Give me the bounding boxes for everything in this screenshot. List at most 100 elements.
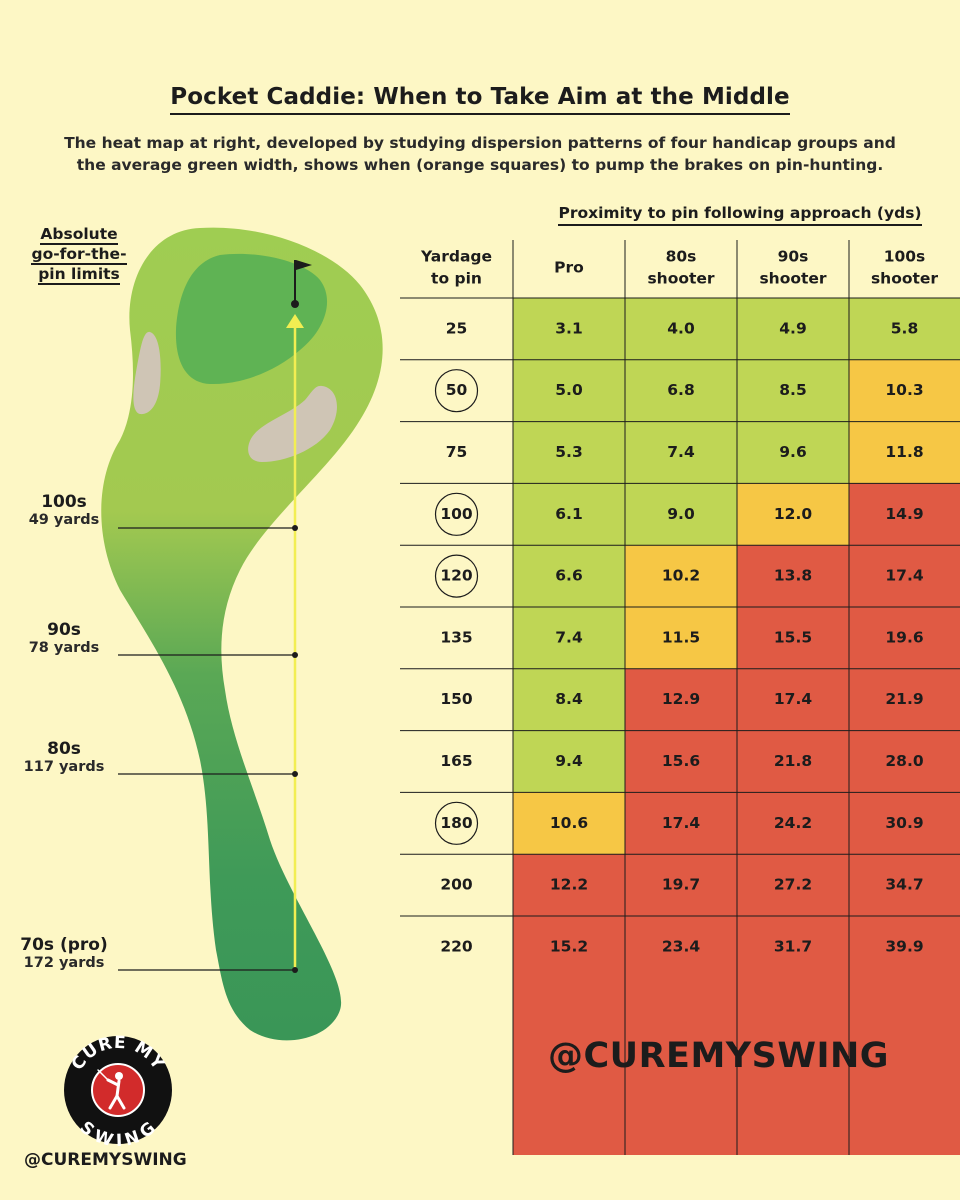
heatmap-cell (849, 483, 960, 546)
watermark-large: @CUREMYSWING (548, 1036, 889, 1076)
cell-value: 28.0 (885, 752, 923, 770)
heatmap-cell (625, 421, 737, 484)
limit-dot-90s (292, 652, 298, 658)
hole-label: Absolute go-for-the- pin limits (14, 224, 144, 285)
heatmap-cell (625, 298, 737, 360)
limit-label-90s: 90s 78 yards (0, 620, 128, 657)
cell-value: 9.6 (779, 443, 806, 461)
heatmap-cell (513, 792, 625, 855)
heatmap-cell (737, 298, 849, 360)
chart-title: Proximity to pin following approach (yds… (520, 204, 960, 226)
limit-group: 90s (47, 620, 81, 640)
heatmap-cell (625, 854, 737, 916)
heatmap-cell (513, 730, 625, 793)
cell-value: 23.4 (662, 937, 700, 955)
limit-lines (118, 525, 298, 973)
heatmap-cell (849, 730, 960, 793)
subtitle-line-2: the average green width, shows when (ora… (76, 156, 884, 174)
cell-value: 17.4 (662, 814, 700, 832)
heatmap-cell (625, 545, 737, 607)
row-label: 220 (440, 937, 473, 955)
cell-value: 21.9 (885, 690, 923, 708)
heatmap-cell (737, 421, 849, 484)
hole-label-line-1: Absolute (40, 225, 118, 245)
limit-label-80s: 80s 117 yards (0, 739, 128, 776)
cell-value: 15.5 (774, 628, 812, 646)
limit-dot-100s (292, 525, 298, 531)
bunker-right (248, 385, 337, 462)
cell-value: 30.9 (885, 814, 923, 832)
cell-value: 9.4 (555, 752, 583, 770)
green-shape (175, 253, 328, 385)
row-label-circle (434, 801, 479, 845)
row-label: 50 (446, 381, 468, 399)
limit-dot-80s (292, 771, 298, 777)
cell-value: 10.2 (662, 567, 700, 585)
heatmap-cell (849, 854, 960, 916)
heatmap-cell (513, 607, 625, 669)
row-label-circle (434, 554, 479, 598)
heatmap-cell (625, 483, 737, 546)
row-label: 75 (446, 443, 468, 461)
heatmap-cell (737, 545, 849, 607)
limit-dot-70s (292, 967, 298, 973)
heatmap-cell (513, 483, 625, 546)
row-label: 165 (440, 752, 472, 770)
heatmap-cell (849, 916, 960, 1155)
heatmap-cell (625, 792, 737, 855)
cure-my-swing-logo: CURE MY SWING (64, 1034, 172, 1146)
cell-value: 15.2 (550, 937, 588, 955)
cell-value: 7.4 (555, 628, 583, 646)
column-header-line-2: shooter (871, 270, 938, 288)
row-label: 200 (440, 876, 473, 894)
limit-group: 70s (pro) (20, 935, 108, 955)
heatmap-cell (849, 668, 960, 731)
golfer-icon (97, 1069, 126, 1110)
heatmap-cell (849, 792, 960, 855)
cell-value: 27.2 (774, 876, 812, 894)
column-header-line-2: shooter (647, 270, 714, 288)
heatmap-cell (737, 607, 849, 669)
hole-label-line-3: pin limits (38, 265, 120, 285)
heatmap-cell (513, 545, 625, 607)
column-header-line-1: 80s (666, 248, 697, 266)
heatmap-cell (849, 545, 960, 607)
heatmap-cell (737, 730, 849, 793)
pin-hole (291, 300, 299, 308)
heatmap-cell (513, 298, 625, 360)
limit-group: 100s (41, 492, 87, 512)
row-header-line-1: Yardage (420, 248, 492, 266)
golf-hole-illustration (101, 227, 383, 1041)
cell-value: 19.6 (885, 628, 923, 646)
row-label: 135 (440, 628, 472, 646)
limit-yards: 78 yards (28, 640, 100, 656)
heatmap-cell (625, 359, 737, 422)
heatmap-cell (625, 668, 737, 731)
cell-value: 17.4 (885, 567, 923, 585)
cell-value: 7.4 (667, 443, 695, 461)
cell-value: 6.8 (667, 381, 694, 399)
heatmap-cell (513, 916, 625, 1155)
heatmap-cell (737, 668, 849, 731)
heatmap-cell (625, 730, 737, 793)
cell-value: 10.6 (550, 814, 588, 832)
column-header: Pro (554, 259, 584, 277)
cell-value: 5.8 (891, 319, 918, 337)
heatmap-cell (513, 854, 625, 916)
limit-label-100s: 100s 49 yards (0, 492, 128, 529)
cell-value: 6.6 (555, 567, 582, 585)
limit-yards: 49 yards (28, 512, 100, 528)
watermark-small: @CUREMYSWING (24, 1150, 187, 1170)
heatmap-cell (625, 607, 737, 669)
cell-value: 5.3 (555, 443, 582, 461)
column-header-line-1: 90s (778, 248, 809, 266)
row-header-line-2: to pin (431, 270, 482, 288)
heatmap-cell (737, 792, 849, 855)
heatmap-cell (513, 359, 625, 422)
page-title: Pocket Caddie: When to Take Aim at the M… (0, 84, 960, 115)
cell-value: 14.9 (885, 505, 923, 523)
limit-label-70s: 70s (pro) 172 yards (0, 935, 128, 972)
heatmap-cell (849, 298, 960, 360)
cell-value: 4.0 (667, 319, 695, 337)
cell-value: 19.7 (662, 876, 700, 894)
